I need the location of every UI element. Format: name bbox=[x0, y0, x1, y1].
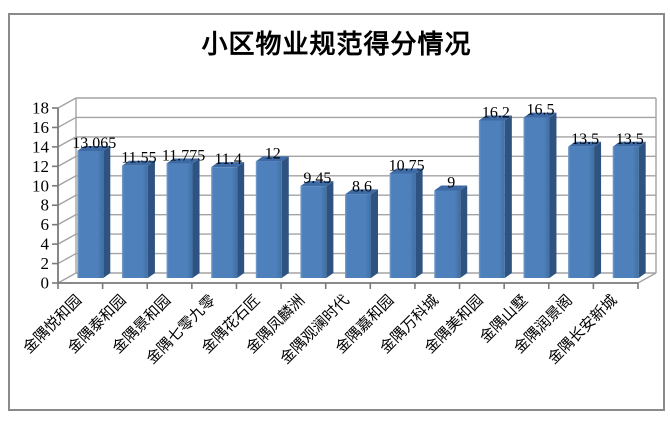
y-axis-label: 10 bbox=[32, 176, 49, 195]
bar bbox=[345, 194, 371, 278]
gridline-side bbox=[57, 136, 77, 148]
floor-right-edge bbox=[637, 272, 657, 284]
gridline-side bbox=[57, 116, 77, 129]
bar-top-face bbox=[568, 141, 602, 147]
gridline-side bbox=[57, 233, 77, 245]
bar-top-face bbox=[77, 145, 111, 151]
bar-value-label: 13.5 bbox=[571, 131, 599, 148]
y-axis-label: 4 bbox=[41, 235, 50, 254]
gridline-side bbox=[57, 272, 77, 284]
bar-top-face bbox=[255, 156, 289, 162]
bar-value-label: 8.6 bbox=[352, 178, 372, 195]
bar-side-face bbox=[237, 162, 245, 278]
bar bbox=[523, 117, 550, 278]
bar-value-label: 13.5 bbox=[616, 131, 644, 148]
bar-top-face bbox=[300, 181, 334, 187]
y-axis-label: 14 bbox=[32, 137, 50, 156]
y-axis-label: 2 bbox=[41, 254, 50, 273]
bar-value-label: 10.75 bbox=[389, 157, 425, 174]
bar-top-face bbox=[211, 162, 245, 168]
gridline-side bbox=[57, 175, 77, 187]
bar-side-face bbox=[594, 141, 602, 278]
bar-side-face bbox=[371, 189, 378, 278]
bar-side-face bbox=[103, 145, 111, 278]
bar-value-label: 16.2 bbox=[482, 105, 510, 122]
bar bbox=[77, 150, 104, 278]
chart-title: 小区物业规范得分情况 bbox=[201, 30, 472, 59]
bar bbox=[255, 161, 282, 278]
gridline-side bbox=[57, 155, 77, 167]
bar-top-face bbox=[612, 141, 646, 147]
bar-value-label: 9 bbox=[447, 175, 455, 192]
bar-side-face bbox=[281, 156, 289, 278]
bar-side-face bbox=[460, 185, 468, 278]
bar bbox=[434, 190, 461, 278]
bar-side-face bbox=[192, 158, 200, 278]
bar-top-face bbox=[478, 115, 512, 121]
bar bbox=[300, 186, 327, 278]
y-axis-label: 18 bbox=[32, 99, 49, 118]
gridline-side bbox=[57, 97, 77, 109]
bar-side-face bbox=[549, 112, 557, 278]
gridline-side bbox=[57, 252, 77, 265]
y-axis-label: 12 bbox=[32, 157, 49, 176]
y-axis-label: 16 bbox=[32, 118, 49, 137]
bar-top-face bbox=[166, 158, 200, 164]
gridline-side bbox=[57, 214, 77, 226]
bar-side-face bbox=[326, 181, 334, 278]
bar bbox=[568, 146, 595, 278]
bar-side-face bbox=[415, 168, 423, 278]
bar-value-label: 11.4 bbox=[214, 151, 241, 168]
bar-top-face bbox=[389, 168, 423, 174]
bar-top-face bbox=[434, 185, 468, 191]
bar-value-label: 16.5 bbox=[526, 102, 554, 119]
bar-top-face bbox=[121, 160, 155, 166]
gridline-side bbox=[57, 194, 77, 206]
bar-top-face bbox=[523, 112, 557, 118]
bar-value-label: 11.55 bbox=[121, 150, 156, 167]
bar bbox=[211, 167, 238, 278]
bar-value-label: 12 bbox=[265, 145, 281, 162]
y-axis-label: 6 bbox=[41, 215, 50, 234]
bar-value-label: 13.065 bbox=[72, 135, 116, 152]
bar-value-label: 11.775 bbox=[162, 148, 205, 165]
y-axis-label: 0 bbox=[41, 274, 50, 293]
bar-top-face bbox=[345, 189, 378, 195]
bar bbox=[389, 173, 416, 278]
bar-side-face bbox=[638, 141, 646, 278]
bar bbox=[612, 146, 639, 278]
y-axis-label: 8 bbox=[41, 196, 50, 215]
bar-side-face bbox=[147, 160, 155, 278]
bar bbox=[478, 120, 505, 278]
bar bbox=[121, 165, 148, 278]
bar bbox=[166, 163, 193, 278]
bar-side-face bbox=[504, 115, 512, 278]
bar-value-label: 9.45 bbox=[303, 170, 331, 187]
